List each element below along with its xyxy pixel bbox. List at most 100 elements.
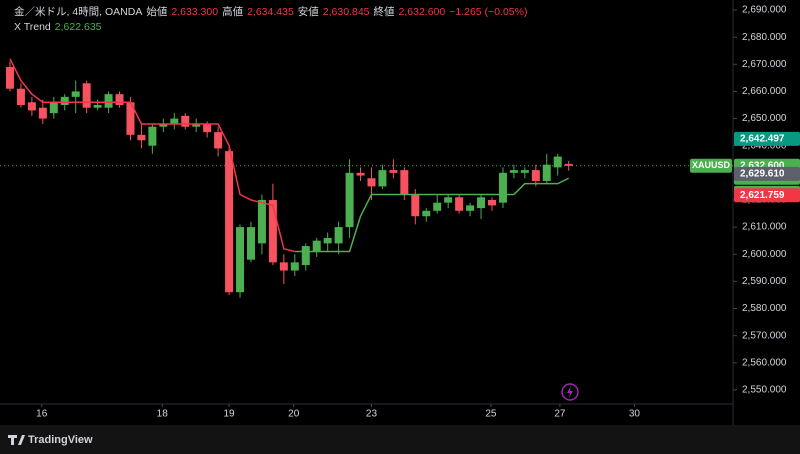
x-tick-label: 19 [224,409,236,420]
indicator-legend: X Trend 2,622.635 [14,21,102,33]
candle-body [378,170,387,187]
candle-body [520,170,529,173]
lightning-icon[interactable] [561,383,579,401]
candle-body [345,172,354,228]
candle-body [268,199,277,263]
candle-body [279,262,288,271]
candle-body [60,96,69,106]
candle-body [531,170,540,181]
candle-body [159,123,168,127]
candle-body [104,94,113,108]
candle-body [433,202,442,211]
footer [0,425,800,454]
candle-body [225,151,234,293]
candle-body [170,118,179,124]
candle-body [509,170,518,173]
x-tick-label: 20 [288,409,300,420]
candle-body [71,91,80,97]
y-tick-label: 2,580.000 [742,303,787,314]
ohlc-value: 2,632.600 [399,6,446,18]
price-badge [734,131,800,146]
candle-body [246,227,255,260]
ohlc-value: 2,634.435 [247,6,294,18]
price-badge-label: 2,642.497 [740,134,785,145]
candle-body [290,262,299,271]
candle-body [400,170,409,195]
candle-body [126,102,135,135]
candle-body [38,107,47,119]
price-badge-label: 2,632.600 [740,160,785,171]
candle-body [564,163,573,166]
x-tick-label: 23 [366,409,378,420]
candle-body [82,83,91,108]
candle-body [16,88,25,106]
symbol: 金／米ドル, 4時間, OANDA [14,5,142,18]
logo [8,435,25,445]
x-tick-label: 30 [629,409,641,420]
symbol-badge [690,158,732,173]
candle-body [148,126,157,146]
candle-body [411,194,420,217]
candle-body [203,123,212,133]
price-badge [734,166,800,181]
candle-body [115,94,124,106]
y-tick-label: 2,690.000 [742,5,787,16]
candle-body [487,199,496,206]
ohlc-name: 終値 [374,5,395,18]
price-badge [734,188,800,203]
candle-body [542,164,551,181]
y-tick-label: 2,560.000 [742,357,787,368]
y-tick-label: 2,570.000 [742,330,787,341]
indicator-text: 2,622.635 [55,21,102,33]
trend-line [9,58,295,253]
candle-body [553,156,562,168]
indicator-text: X Trend [14,21,51,33]
candle-body [236,227,245,293]
candle-body [422,210,431,217]
candle-body [312,240,321,252]
candle-body [367,178,376,187]
symbol-label: XAUUSD [692,160,731,170]
ohlc-value: 2,630.845 [323,6,370,18]
ohlc-name: 始値 [146,5,167,18]
candle-body [27,102,36,111]
y-tick-label: 2,660.000 [742,86,787,97]
candle-body [466,205,475,211]
candle-body [93,105,102,108]
candle-body [49,102,58,114]
candle-body [214,132,223,149]
ohlc-value: 2,633.300 [171,6,218,18]
x-tick-label: 16 [36,409,48,420]
candle-body [181,115,190,127]
candle-body [323,237,332,244]
candle-body [455,197,464,211]
candle-body [192,123,201,127]
x-tick-label: 18 [157,409,169,420]
candle-body [477,197,486,209]
trend-line [294,177,570,253]
candle-body [356,172,365,176]
x-tick-label: 25 [485,409,497,420]
brand: TradingView [28,434,93,446]
change: −1.265 (−0.05%) [449,6,527,18]
ohlc-name: 高値 [222,5,243,18]
y-tick-label: 2,610.000 [742,222,787,233]
y-tick-label: 2,550.000 [742,385,787,396]
price-badge-label: 2,629.610 [740,169,785,180]
candle-body [5,67,14,89]
candle-body [498,172,507,203]
candle-body [444,197,453,203]
candle-body [301,246,310,266]
price-badge-label: 2,621.759 [740,190,785,201]
candle-body [257,199,266,244]
x-tick-label: 27 [554,409,566,420]
y-tick-label: 2,680.000 [742,32,787,43]
candle-body [334,227,343,244]
ohlc-name: 安値 [298,5,319,18]
y-tick-label: 2,600.000 [742,249,787,260]
candle-body [389,170,398,173]
y-tick-label: 2,650.000 [742,113,787,124]
y-tick-label: 2,670.000 [742,59,787,70]
